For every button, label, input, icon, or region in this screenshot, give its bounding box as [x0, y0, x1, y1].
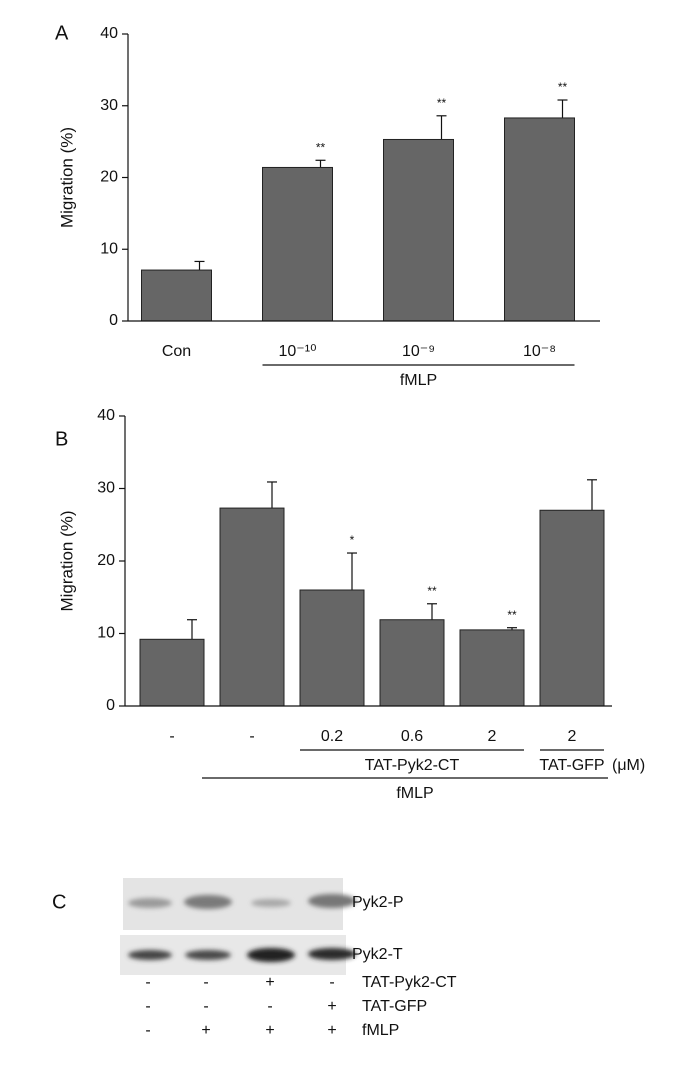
x-tick-label: 2 — [488, 728, 497, 745]
treatment-sign: + — [265, 1022, 274, 1039]
bar — [139, 638, 205, 707]
significance-mark: ** — [437, 96, 447, 110]
group-label: fMLP — [396, 785, 433, 802]
bar — [504, 117, 575, 322]
group-label: fMLP — [400, 372, 437, 389]
treatment-sign: + — [327, 1022, 336, 1039]
x-tick-label: 10⁻⁸ — [523, 343, 556, 360]
bar — [219, 507, 285, 707]
treatment-sign: - — [145, 1022, 150, 1039]
y-tick-label: 10 — [100, 240, 118, 257]
x-tick-label: 0.6 — [401, 728, 423, 745]
unit-label: (μM) — [612, 757, 645, 774]
group-label: TAT-Pyk2-CT — [365, 757, 460, 774]
treatment-sign: - — [145, 998, 150, 1015]
band-label: Pyk2-T — [352, 946, 403, 963]
x-tick-label: 2 — [568, 728, 577, 745]
x-tick-label: Con — [162, 343, 191, 360]
treatment-sign: + — [327, 998, 336, 1015]
treatment-sign: - — [203, 998, 208, 1015]
bar — [383, 138, 454, 322]
y-tick-label: 20 — [100, 169, 118, 186]
panel-label: C — [52, 891, 66, 913]
y-tick-label: 30 — [97, 480, 115, 497]
band-label: Pyk2-P — [352, 894, 404, 911]
treatment-sign: - — [145, 974, 150, 991]
significance-mark: ** — [507, 608, 517, 622]
y-tick-label: 40 — [100, 25, 118, 42]
treatment-label: fMLP — [362, 1022, 399, 1039]
significance-mark: ** — [316, 140, 326, 154]
y-tick-label: 0 — [109, 312, 118, 329]
x-tick-label: - — [169, 728, 174, 745]
treatment-sign: - — [203, 974, 208, 991]
treatment-sign: - — [329, 974, 334, 991]
significance-mark: ** — [558, 80, 568, 94]
panel-label: B — [55, 428, 68, 450]
x-tick-label: 10⁻⁹ — [402, 343, 435, 360]
x-tick-label: 0.2 — [321, 728, 343, 745]
group-label: TAT-GFP — [539, 757, 604, 774]
x-tick-label: - — [249, 728, 254, 745]
bar — [141, 269, 212, 322]
y-tick-label: 20 — [97, 552, 115, 569]
y-tick-label: 30 — [100, 97, 118, 114]
y-tick-label: 0 — [106, 697, 115, 714]
y-axis-title: Migration (%) — [57, 127, 76, 228]
bands — [128, 894, 356, 962]
treatment-label: TAT-Pyk2-CT — [362, 974, 457, 991]
treatment-sign: - — [267, 998, 272, 1015]
bar — [459, 629, 525, 707]
y-tick-label: 40 — [97, 407, 115, 424]
blot — [120, 878, 356, 975]
significance-mark: * — [350, 533, 355, 547]
y-axis-title: Migration (%) — [57, 510, 76, 611]
bar — [379, 619, 445, 707]
treatment-sign: + — [265, 974, 274, 991]
bar — [299, 589, 365, 707]
panel-label: A — [55, 22, 69, 44]
bar — [262, 166, 333, 322]
x-tick-label: 10⁻¹⁰ — [279, 343, 317, 360]
y-tick-label: 10 — [97, 625, 115, 642]
significance-mark: ** — [427, 584, 437, 598]
bar — [539, 509, 605, 707]
treatment-sign: + — [201, 1022, 210, 1039]
treatment-label: TAT-GFP — [362, 998, 427, 1015]
